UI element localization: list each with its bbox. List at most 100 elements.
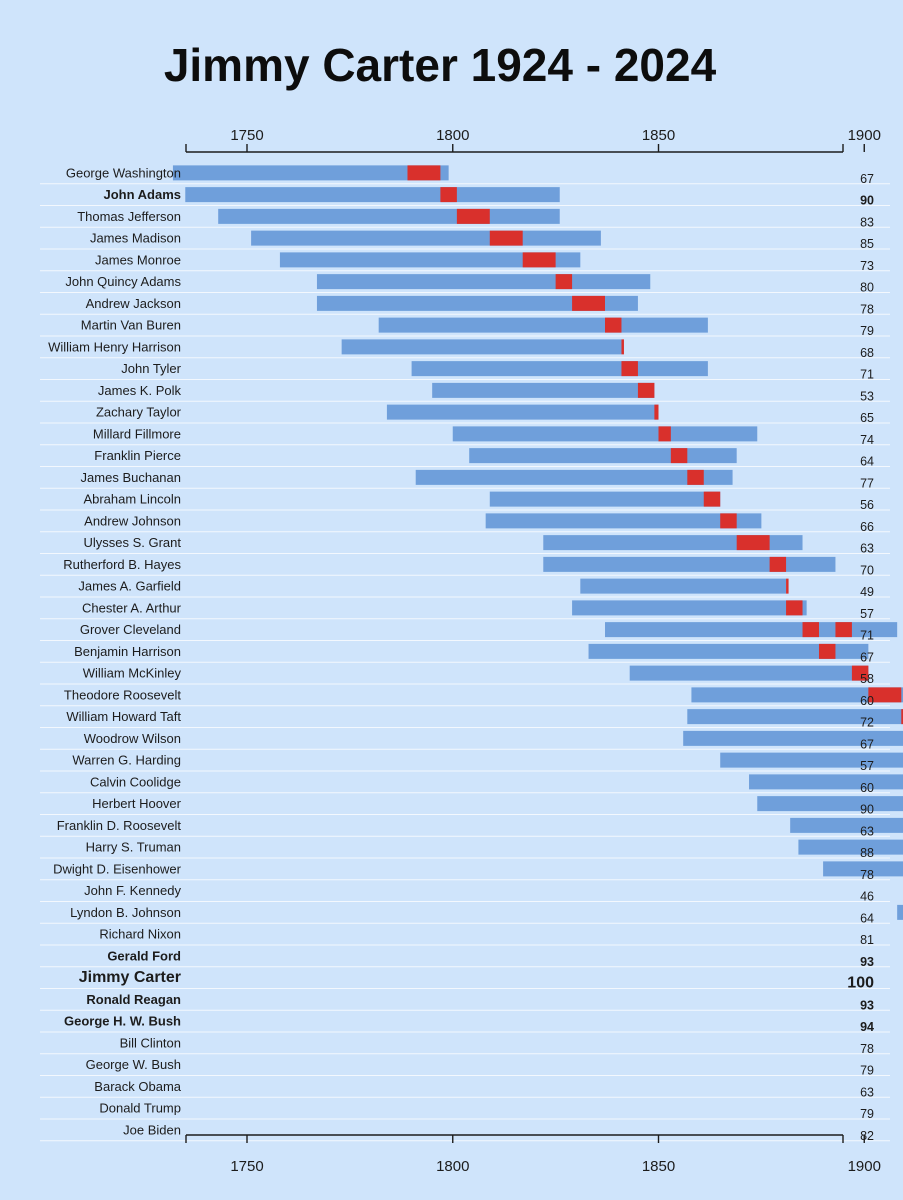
president-name-william-mckinley: William McKinley (83, 666, 182, 681)
president-name-benjamin-harrison: Benjamin Harrison (74, 644, 181, 659)
president-name-dwight-d-eisenhower: Dwight D. Eisenhower (53, 861, 182, 876)
presidency-bar-franklin-pierce (670, 448, 688, 464)
bottom-axis: 175018001850190019502000 (185, 1134, 881, 1175)
age-label-calvin-coolidge: 60 (860, 781, 874, 795)
lifespan-bar-william-howard-taft (687, 709, 903, 725)
lifespan-bar-benjamin-harrison (588, 643, 869, 659)
presidency-bar-thomas-jefferson (456, 208, 490, 224)
second-term-bar-grover-cleveland (835, 622, 852, 638)
presidency-bar-rutherford-b-hayes (769, 556, 787, 572)
age-label-joe-biden: 82 (860, 1129, 874, 1143)
age-label-andrew-johnson: 66 (860, 520, 874, 534)
lifespan-bar-john-quincy-adams (316, 274, 651, 290)
president-name-martin-van-buren: Martin Van Buren (81, 318, 181, 333)
president-name-woodrow-wilson: Woodrow Wilson (84, 731, 181, 746)
president-name-andrew-jackson: Andrew Jackson (86, 296, 181, 311)
lifespan-bar-herbert-hoover (757, 796, 903, 812)
lifespan-bar-thomas-jefferson (218, 208, 560, 224)
presidency-bar-theodore-roosevelt (868, 687, 902, 703)
presidency-bar-andrew-jackson (572, 295, 606, 311)
bottom-tick-label: 1750 (230, 1158, 263, 1175)
age-label-harry-s-truman: 88 (860, 846, 874, 860)
president-name-bill-clinton: Bill Clinton (120, 1035, 181, 1050)
president-name-james-a-garfield: James A. Garfield (78, 579, 181, 594)
bottom-tick-label: 1900 (848, 1158, 881, 1175)
president-name-john-f-kennedy: John F. Kennedy (84, 883, 181, 898)
lifespan-bar-james-madison (251, 230, 601, 246)
presidency-bar-james-k-polk (637, 382, 655, 398)
lifespan-bar-lyndon-b-johnson (897, 904, 903, 920)
presidency-bar-abraham-lincoln (703, 491, 721, 507)
age-label-james-k-polk: 53 (860, 389, 874, 403)
age-label-lyndon-b-johnson: 64 (860, 911, 874, 925)
age-label-william-henry-harrison: 68 (860, 346, 874, 360)
lifespan-bar-james-k-polk (432, 382, 655, 398)
age-label-john-quincy-adams: 80 (860, 281, 874, 295)
age-label-abraham-lincoln: 56 (860, 498, 874, 512)
age-label-dwight-d-eisenhower: 78 (860, 868, 874, 882)
lifespan-bar-george-washington (172, 165, 449, 181)
age-label-woodrow-wilson: 67 (860, 737, 874, 751)
top-tick-label: 1900 (848, 127, 881, 144)
lifespan-bar-woodrow-wilson (683, 730, 903, 746)
lifespan-bar-calvin-coolidge (749, 774, 903, 790)
age-label-theodore-roosevelt: 60 (860, 694, 874, 708)
presidency-bar-grover-cleveland (802, 622, 819, 638)
bars-layer (172, 165, 903, 920)
chart-title: Jimmy Carter 1924 - 2024 (163, 39, 717, 91)
president-name-richard-nixon: Richard Nixon (99, 927, 181, 942)
president-name-joe-biden: Joe Biden (123, 1122, 181, 1137)
presidency-bar-james-madison (489, 230, 523, 246)
age-label-jimmy-carter: 100 (847, 975, 874, 992)
president-name-franklin-pierce: Franklin Pierce (94, 448, 181, 463)
lifespan-bar-harry-s-truman (798, 839, 903, 855)
age-label-thomas-jefferson: 83 (860, 215, 874, 229)
president-name-warren-g-harding: Warren G. Harding (72, 753, 181, 768)
presidency-bar-ulysses-s-grant (736, 535, 770, 551)
top-tick-label: 1750 (230, 127, 263, 144)
row-separators (40, 183, 890, 1142)
top-tick-label: 1800 (436, 127, 469, 144)
president-name-chester-a-arthur: Chester A. Arthur (82, 600, 182, 615)
age-label-bill-clinton: 78 (860, 1042, 874, 1056)
lifespan-bar-william-mckinley (629, 665, 869, 681)
age-label-james-monroe: 73 (860, 259, 874, 273)
bottom-tick-label: 1850 (642, 1158, 675, 1175)
lifespan-bar-franklin-pierce (469, 448, 737, 464)
age-label-john-adams: 90 (860, 194, 874, 208)
age-label-john-tyler: 71 (860, 368, 874, 382)
age-label-grover-cleveland: 71 (860, 629, 874, 643)
presidency-bar-james-monroe (522, 252, 556, 268)
lifespan-bar-millard-fillmore (452, 426, 758, 442)
president-name-george-washington: George Washington (66, 165, 181, 180)
lifespan-bar-warren-g-harding (720, 752, 903, 768)
president-name-jimmy-carter: Jimmy Carter (79, 969, 181, 986)
age-label-martin-van-buren: 79 (860, 324, 874, 338)
age-label-barack-obama: 63 (860, 1085, 874, 1099)
lifespan-bar-john-adams (185, 187, 560, 203)
president-name-barack-obama: Barack Obama (94, 1079, 181, 1094)
president-name-john-adams: John Adams (103, 187, 181, 202)
presidency-bar-william-henry-harrison (621, 339, 624, 355)
age-label-donald-trump: 79 (860, 1107, 874, 1121)
presidency-bar-chester-a-arthur (786, 600, 803, 616)
president-name-ronald-reagan: Ronald Reagan (86, 992, 181, 1007)
age-label-chester-a-arthur: 57 (860, 607, 874, 621)
presidency-bar-james-a-garfield (786, 578, 789, 594)
age-label-warren-g-harding: 57 (860, 759, 874, 773)
presidency-bar-martin-van-buren (605, 317, 622, 333)
lifespan-bar-john-tyler (411, 361, 708, 377)
lifespan-bar-grover-cleveland (605, 622, 898, 638)
age-label-james-madison: 85 (860, 237, 874, 251)
president-name-abraham-lincoln: Abraham Lincoln (83, 492, 181, 507)
presidency-bar-william-howard-taft (901, 709, 903, 725)
lifespan-bar-chester-a-arthur (572, 600, 807, 616)
lifespan-bar-theodore-roosevelt (691, 687, 903, 703)
presidency-bar-john-tyler (621, 361, 638, 377)
age-label-ulysses-s-grant: 63 (860, 542, 874, 556)
lifespan-bar-james-buchanan (415, 469, 733, 485)
president-name-donald-trump: Donald Trump (99, 1101, 181, 1116)
lifespan-bar-andrew-jackson (316, 295, 638, 311)
